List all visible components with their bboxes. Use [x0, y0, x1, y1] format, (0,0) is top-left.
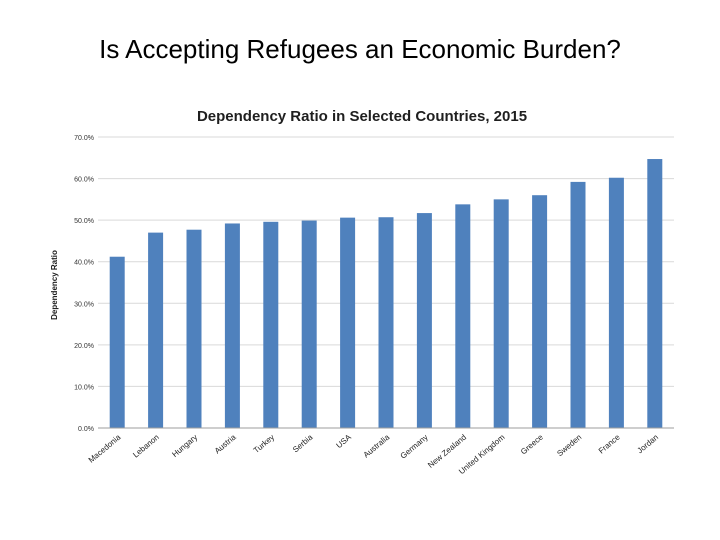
- bar-lebanon: [148, 232, 164, 428]
- x-tick-label: France: [597, 432, 622, 455]
- x-tick-label: Turkey: [252, 433, 276, 455]
- bar-greece: [532, 195, 548, 428]
- x-tick-label: Serbia: [291, 432, 315, 454]
- x-tick-label: Lebanon: [131, 433, 161, 460]
- y-tick-label: 50.0%: [74, 218, 94, 225]
- bar-usa: [340, 217, 356, 428]
- x-tick-label: Australia: [362, 432, 392, 459]
- y-tick-label: 20.0%: [74, 343, 94, 350]
- bar-united-kingdom: [493, 199, 509, 428]
- x-tick-label: Austria: [213, 432, 238, 455]
- x-tick-label: Germany: [399, 433, 430, 461]
- bar-chart: Dependency Ratio in Selected Countries, …: [50, 108, 674, 476]
- slide-title: Is Accepting Refugees an Economic Burden…: [99, 34, 621, 64]
- y-tick-label: 30.0%: [74, 301, 94, 308]
- y-tick-label: 10.0%: [74, 384, 94, 391]
- bar-austria: [224, 223, 240, 428]
- x-tick-label: Hungary: [170, 433, 199, 459]
- x-tick-label: Greece: [519, 432, 545, 456]
- y-tick-labels: 0.0% 10.0% 20.0% 30.0% 40.0% 50.0% 60.0% 70.0%: [74, 135, 94, 433]
- bar-france: [608, 177, 624, 428]
- chart-title: Dependency Ratio in Selected Countries, …: [197, 108, 527, 125]
- bar-macedonia: [109, 256, 125, 428]
- bar-hungary: [186, 229, 202, 428]
- chart-frame: Dependency Ratio in Selected Countries, …: [40, 95, 684, 500]
- bar-jordan: [647, 159, 663, 428]
- bars: [109, 159, 663, 428]
- y-tick-label: 70.0%: [74, 135, 94, 142]
- y-axis-label: Dependency Ratio: [50, 250, 59, 320]
- y-tick-label: 40.0%: [74, 260, 94, 267]
- x-tick-label: USA: [334, 432, 353, 450]
- x-tick-label: Jordan: [636, 433, 661, 456]
- x-tick-label: Sweden: [555, 433, 583, 458]
- y-tick-label: 60.0%: [74, 177, 94, 184]
- bar-australia: [378, 217, 394, 428]
- bar-turkey: [263, 221, 279, 428]
- x-tick-label: Macedonia: [87, 432, 123, 464]
- x-tick-labels: Macedonia Lebanon Hungary Austria Turkey Serb…: [87, 432, 660, 476]
- bar-germany: [416, 213, 432, 428]
- y-tick-label: 0.0%: [78, 426, 94, 433]
- bar-new-zealand: [455, 204, 471, 428]
- bar-serbia: [301, 220, 317, 428]
- bar-sweden: [570, 181, 586, 428]
